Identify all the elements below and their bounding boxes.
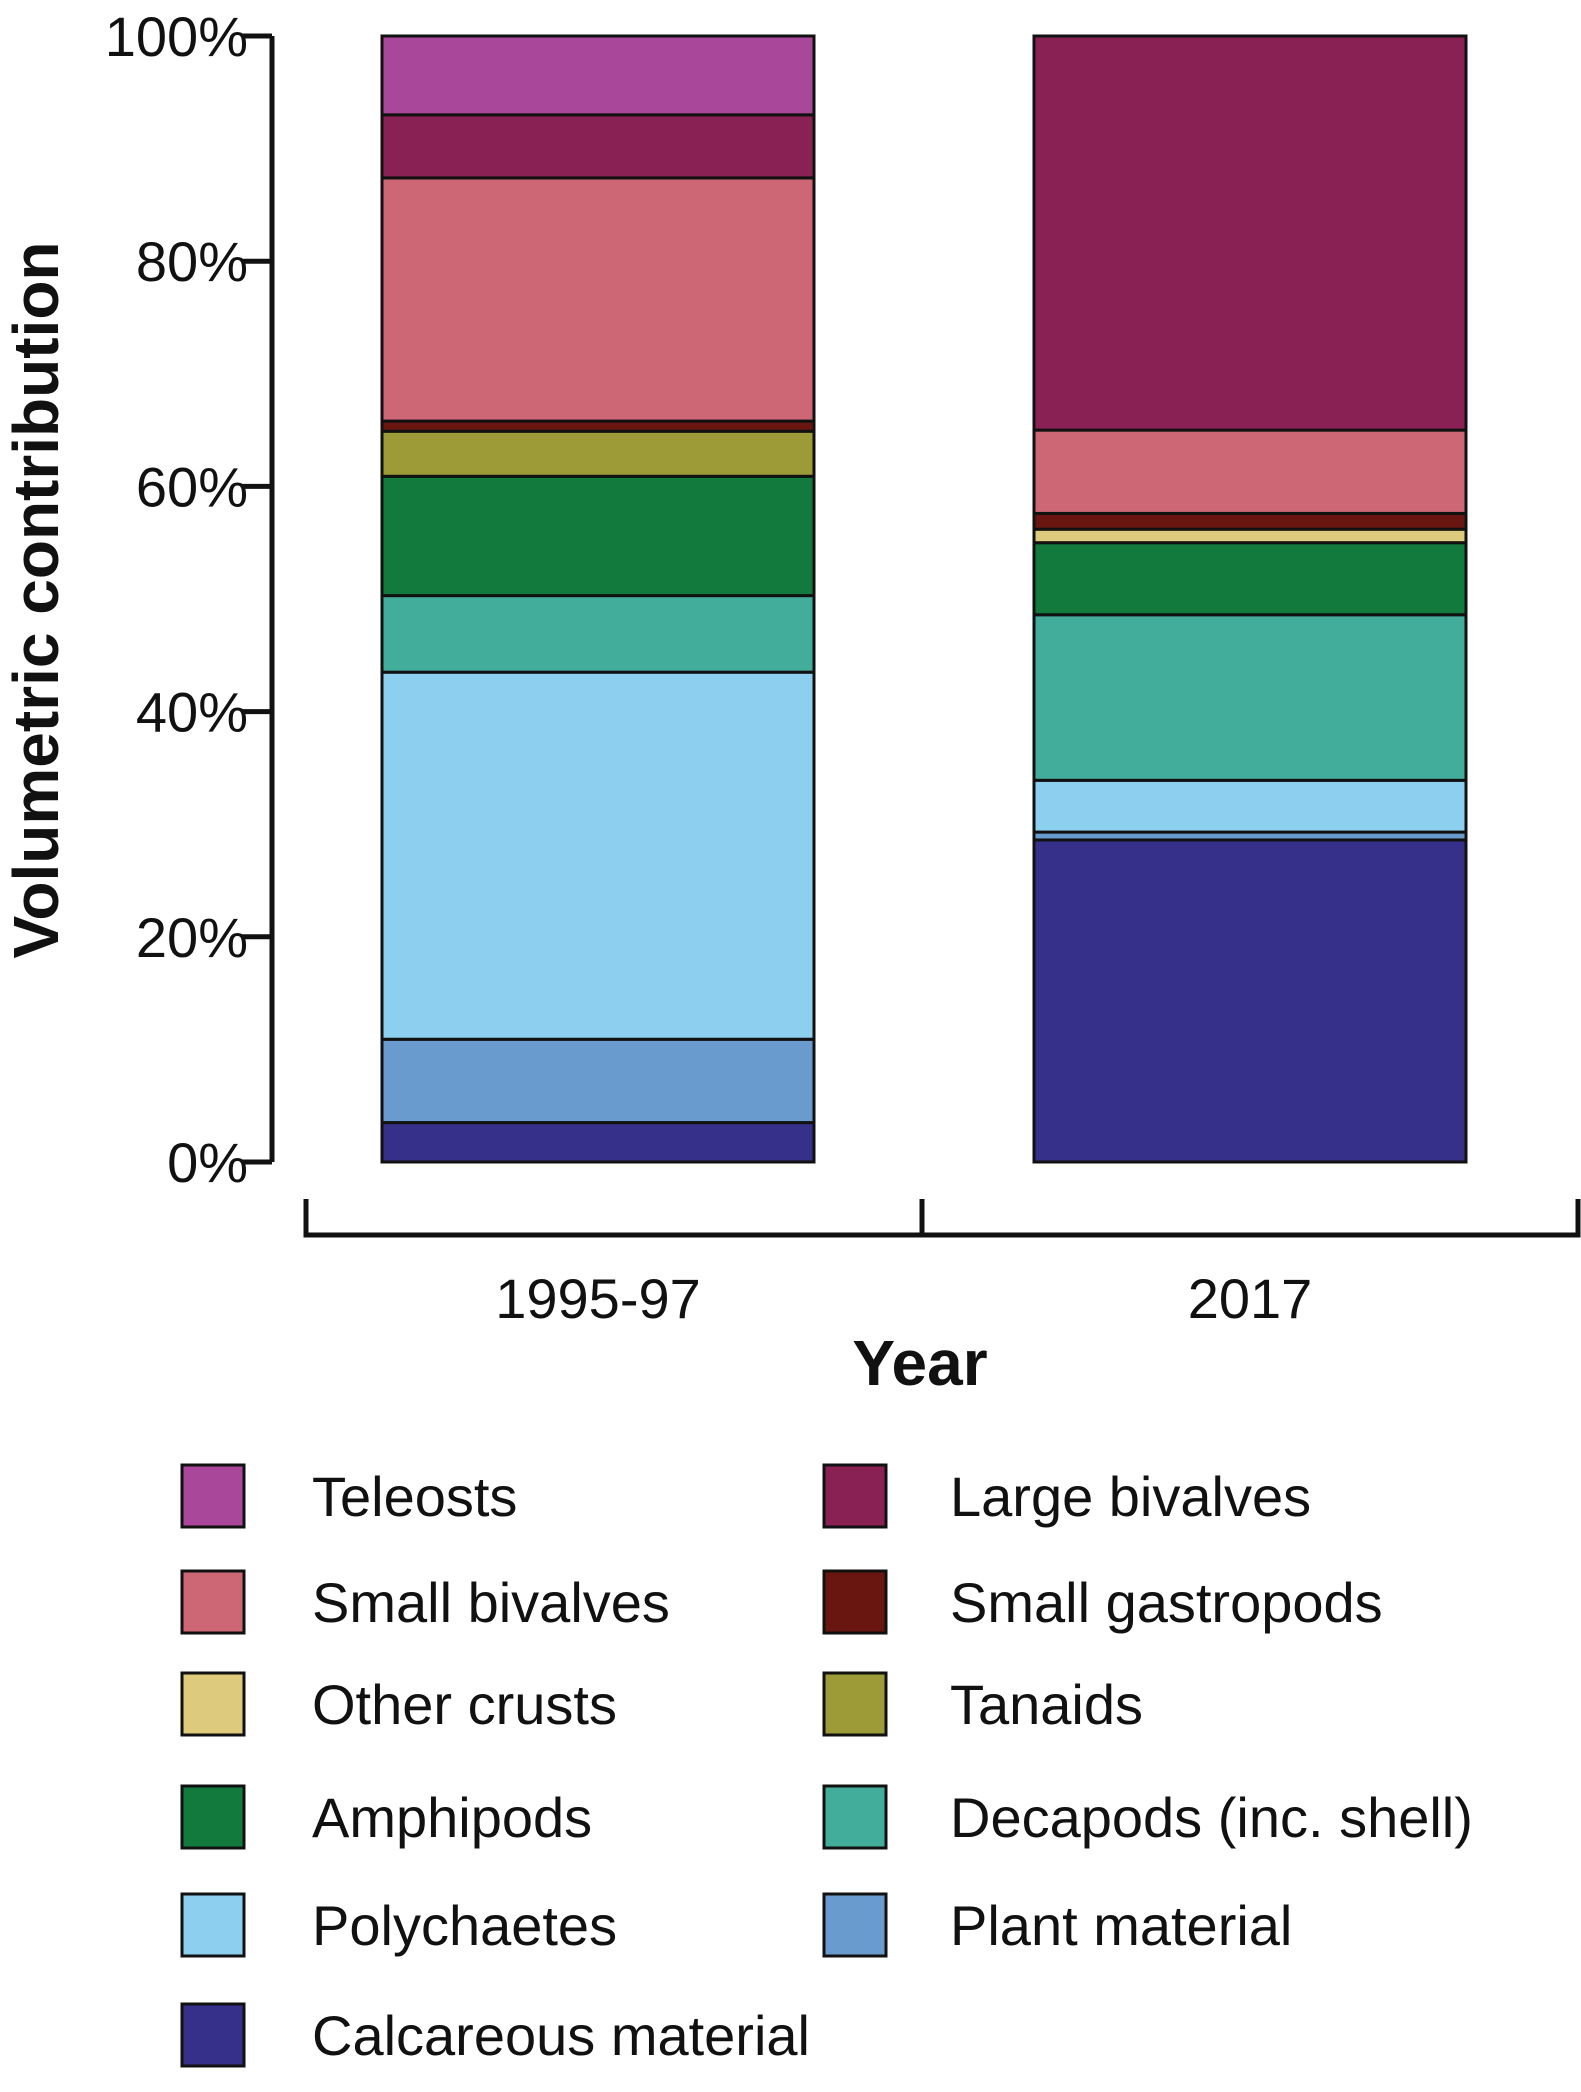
y-axis-title: Volumetric contribution	[0, 241, 72, 958]
axes-group	[242, 33, 1581, 1238]
legend-label-small-bivalves: Small bivalves	[312, 1571, 670, 1634]
bar-segment-1995-97-large-bivalves	[380, 113, 816, 180]
bar-segment-1995-97-plant-material	[380, 1037, 816, 1125]
legend-swatch-tanaids	[822, 1671, 888, 1737]
y-tick-label-20: 20%	[136, 906, 248, 969]
bar-segment-1995-97-tanaids	[380, 429, 816, 478]
bar-segment-1995-97-small-gastropods	[380, 419, 816, 433]
x-axis-bracket	[303, 1199, 1581, 1238]
y-axis-line	[242, 33, 275, 1165]
legend-swatch-teleosts	[180, 1463, 246, 1529]
bar-segment-1995-97-decapods-inc-shell	[380, 594, 816, 674]
legend-swatch-calcareous-material	[180, 2002, 246, 2068]
bar-segment-1995-97-calcareous-material	[380, 1121, 816, 1164]
bar-segment-1995-97-amphipods	[380, 474, 816, 598]
x-axis-title: Year	[852, 1327, 987, 1399]
y-tick-label-40: 40%	[136, 681, 248, 744]
legend-label-plant-material: Plant material	[950, 1894, 1292, 1957]
y-tick-label-80: 80%	[136, 230, 248, 293]
legend-swatch-small-bivalves	[180, 1569, 246, 1635]
legend-label-large-bivalves: Large bivalves	[950, 1465, 1311, 1528]
bar-segment-2017-polychaetes	[1032, 778, 1468, 834]
y-tick-label-100: 100%	[105, 5, 248, 68]
legend-swatch-small-gastropods	[822, 1569, 888, 1635]
legend-label-teleosts: Teleosts	[312, 1465, 517, 1528]
bar-segment-2017-small-gastropods	[1032, 511, 1468, 531]
x-category-label-2017: 2017	[1188, 1267, 1313, 1330]
legend-label-amphipods: Amphipods	[312, 1786, 592, 1849]
legend-swatch-plant-material	[822, 1892, 888, 1958]
legend-swatch-other-crusts	[180, 1671, 246, 1737]
legend-swatch-large-bivalves	[822, 1463, 888, 1529]
bar-segment-2017-small-bivalves	[1032, 428, 1468, 515]
y-tick-label-60: 60%	[136, 455, 248, 518]
legend: Teleosts Small bivalves Other crusts Amphip…	[180, 1463, 1473, 2068]
bar-segment-1995-97-polychaetes	[380, 670, 816, 1041]
bar-segment-2017-decapods-inc-shell	[1032, 613, 1468, 782]
bar-segment-2017-large-bivalves	[1032, 34, 1468, 432]
legend-label-polychaetes: Polychaetes	[312, 1894, 617, 1957]
legend-label-decapods-inc-shell: Decapods (inc. shell)	[950, 1786, 1473, 1849]
bar-segment-1995-97-teleosts	[380, 34, 816, 117]
legend-label-tanaids: Tanaids	[950, 1673, 1143, 1736]
bar-segment-2017-calcareous-material	[1032, 838, 1468, 1164]
y-tick-label-0: 0%	[167, 1131, 248, 1194]
legend-swatch-amphipods	[180, 1784, 246, 1850]
legend-swatch-polychaetes	[180, 1892, 246, 1958]
bar-segment-2017-amphipods	[1032, 541, 1468, 617]
legend-label-calcareous-material: Calcareous material	[312, 2004, 810, 2067]
legend-swatch-decapods-inc-shell	[822, 1784, 888, 1850]
bar-segment-1995-97-small-bivalves	[380, 176, 816, 423]
y-tick-labels: 0% 20% 40% 60% 80% 100%	[105, 5, 248, 1194]
bars-group	[380, 34, 1468, 1164]
legend-label-other-crusts: Other crusts	[312, 1673, 617, 1736]
x-category-label-1995-97: 1995-97	[495, 1267, 701, 1330]
bar-segment-2017-other-crusts	[1032, 527, 1468, 545]
legend-label-small-gastropods: Small gastropods	[950, 1571, 1383, 1634]
x-category-labels: 1995-97 2017	[495, 1267, 1312, 1330]
